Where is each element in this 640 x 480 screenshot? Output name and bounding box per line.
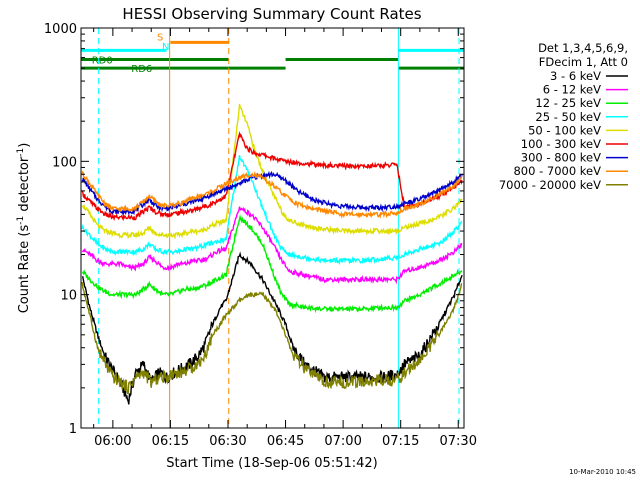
state-annotations: RD0 RD6 SN — [92, 33, 170, 75]
x-tick-label: 06:30 — [209, 434, 246, 449]
legend-label: 7000 - 20000 keV — [499, 178, 601, 192]
legend-header-1: Det 1,3,4,5,6,9, — [538, 41, 628, 55]
state-bars — [81, 40, 464, 70]
x-tick-label: 07:00 — [324, 434, 361, 449]
legend-label: 6 - 12 keV — [543, 83, 601, 97]
plot-frame — [80, 27, 465, 429]
series-lines — [81, 103, 463, 405]
series-line-50-100keV — [81, 103, 463, 240]
x-axis-ticks: 06:00 06:15 06:30 06:45 07:00 07:15 07:30 — [93, 28, 477, 449]
y-tick-label: 10 — [60, 289, 77, 304]
y-axis-label-mid: detector — [17, 156, 32, 216]
series-line-100-300keV — [81, 131, 463, 222]
y-tick-label: 1 — [69, 422, 77, 437]
legend-label: 50 - 100 keV — [528, 123, 601, 137]
chart-title: HESSI Observing Summary Count Rates — [122, 5, 421, 23]
y-axis-label-main: Count Rate (s — [17, 225, 32, 314]
annotation-rd6: RD6 — [131, 64, 152, 75]
legend-label: 300 - 800 keV — [521, 151, 601, 165]
y-axis-ticks: 1 10 100 1000 — [44, 22, 464, 437]
series-line-800-7000keV — [81, 170, 463, 220]
y-axis-label-sup1: -1 — [16, 216, 26, 225]
x-axis-label: Start Time (18-Sep-06 05:51:42) — [166, 456, 377, 471]
footer-timestamp: 10-Mar-2010 10:45 — [569, 468, 636, 476]
y-axis-label: Count Rate (s-1 detector-1) — [16, 143, 32, 314]
x-tick-label: 06:45 — [267, 434, 304, 449]
annotation-rd0: RD0 — [92, 56, 113, 67]
x-tick-label: 06:15 — [152, 434, 189, 449]
series-line-7000-20000keV — [81, 282, 463, 395]
legend-label: 25 - 50 keV — [535, 110, 601, 124]
legend-label: 100 - 300 keV — [521, 137, 601, 151]
y-axis-label-sup2: -1 — [16, 148, 26, 157]
legend-label: 800 - 7000 keV — [513, 164, 601, 178]
legend-label: 12 - 25 keV — [535, 96, 601, 110]
legend-header-2: FDecim 1, Att 0 — [539, 55, 628, 69]
x-tick-label: 07:15 — [382, 434, 419, 449]
annotation-n: N — [162, 42, 169, 53]
legend-label: 3 - 6 keV — [550, 69, 601, 83]
x-tick-label: 07:30 — [440, 434, 477, 449]
x-tick-label: 06:00 — [94, 434, 131, 449]
series-line-12-25keV — [82, 214, 463, 314]
y-tick-label: 100 — [52, 155, 77, 170]
y-tick-label: 1000 — [44, 22, 77, 37]
annotation-s: S — [157, 33, 163, 44]
series-line-6-12keV — [81, 206, 463, 285]
series-line-25-50keV — [81, 154, 463, 266]
y-axis-label-end: ) — [17, 143, 32, 148]
